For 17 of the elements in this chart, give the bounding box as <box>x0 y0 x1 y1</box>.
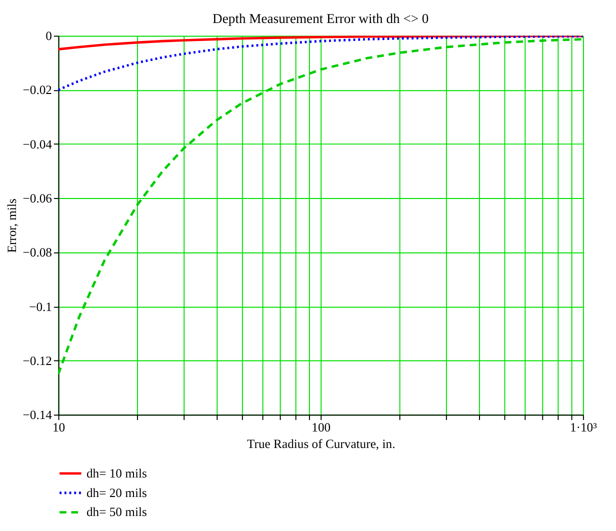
y-tick-label: −0.02 <box>22 83 52 98</box>
x-tick-label: 1·10³ <box>570 420 598 435</box>
y-tick-label: −0.12 <box>22 354 52 368</box>
y-tick-label: 0 <box>46 29 52 44</box>
y-tick-label: −0.06 <box>22 192 52 206</box>
y-tick-label: −0.14 <box>22 408 53 422</box>
x-tick-label: 10 <box>52 420 66 435</box>
legend-label: dh= 20 mils <box>86 486 147 500</box>
x-tick-label: 100 <box>312 420 331 435</box>
y-tick-label: −0.04 <box>22 137 53 152</box>
chart-title: Depth Measurement Error with dh <> 0 <box>212 11 429 26</box>
y-tick-label: −0.1 <box>29 300 52 314</box>
legend-label: dh= 50 mils <box>86 505 147 520</box>
y-axis-title: Error, mils <box>4 198 19 253</box>
y-tick-label: −0.08 <box>22 246 52 260</box>
legend-label: dh= 10 mils <box>86 466 147 480</box>
x-axis-title: True Radius of Curvature, in. <box>247 437 396 452</box>
